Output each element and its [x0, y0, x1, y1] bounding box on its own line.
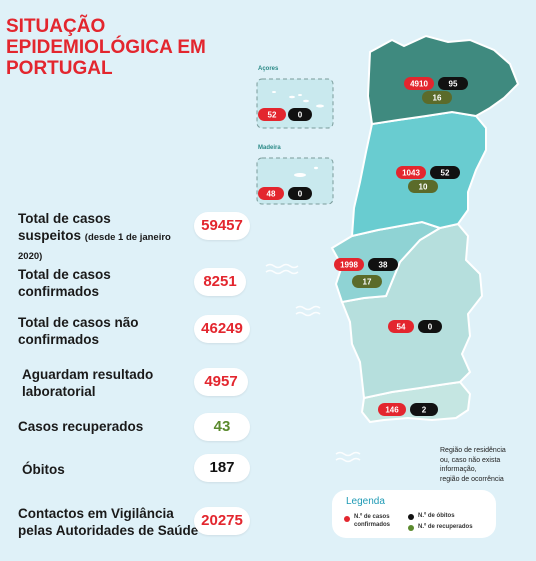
stat-suspeitos-value: 59457 — [194, 212, 250, 240]
lisboa-deaths: 38 — [379, 261, 388, 270]
stat-obitos-value: 187 — [194, 454, 250, 482]
stat-contactos-label: Contactos em Vigilância pelas Autoridade… — [18, 506, 199, 538]
lisboa-recovered: 17 — [363, 278, 372, 287]
legend: Legenda N.º de casos confirmados N.º de … — [332, 490, 496, 538]
lisboa-confirmed: 1998 — [340, 261, 358, 270]
alentejo-badges — [388, 320, 442, 333]
norte-recovered: 16 — [433, 94, 442, 103]
stat-confirmados-value: 8251 — [194, 268, 246, 296]
acores-confirmed: 52 — [268, 111, 277, 120]
lisboa-badges — [334, 258, 398, 288]
acores-islands — [272, 91, 324, 108]
region-note: Região de residência ou, caso não exista… — [440, 447, 506, 483]
legend-confirmed-dot — [344, 516, 350, 522]
madeira-deaths: 0 — [298, 190, 303, 199]
acores-badges — [258, 108, 312, 121]
madeira-confirmed: 48 — [267, 190, 276, 199]
legend-confirmed-label: N.º de casos confirmados — [354, 514, 391, 528]
centro-badges — [396, 166, 460, 193]
acores-label: Açores — [258, 66, 279, 72]
madeira-islands — [294, 166, 318, 177]
norte-badges — [404, 77, 468, 104]
madeira-badges — [258, 187, 312, 200]
alentejo-deaths: 0 — [428, 323, 433, 332]
stat-recuperados-label: Casos recuperados — [18, 419, 144, 434]
centro-recovered: 10 — [419, 183, 428, 192]
algarve-badges — [378, 403, 438, 416]
acores-deaths: 0 — [298, 111, 303, 120]
legend-deaths-label: N.º de óbitos — [418, 513, 455, 519]
centro-confirmed: 1043 — [402, 169, 420, 178]
stat-nao-confirmados-label: Total de casos não confirmados — [18, 315, 139, 347]
stat-nao-confirmados-value: 46249 — [194, 315, 250, 343]
title-line-3: PORTUGAL — [6, 58, 113, 79]
norte-confirmed: 4910 — [410, 80, 428, 89]
title-line-1: SITUAÇÃO — [6, 16, 106, 37]
legend-deaths-dot — [408, 514, 414, 520]
stat-aguardam-label: Aguardam resultado laboratorial — [22, 367, 154, 399]
page-title: SITUAÇÃO EPIDEMIOLÓGICA EM PORTUGAL — [6, 16, 226, 79]
stat-confirmados-label: Total de casos confirmados — [18, 267, 111, 299]
centro-deaths: 52 — [441, 169, 450, 178]
wave-decorations — [265, 263, 361, 463]
stat-recuperados-value: 43 — [194, 413, 250, 441]
title-line-2: EPIDEMIOLÓGICA EM — [6, 37, 206, 58]
madeira-label: Madeira — [258, 145, 281, 151]
legend-recovered-dot — [408, 525, 414, 531]
stat-contactos-value: 20275 — [194, 507, 250, 535]
legend-recovered-label: N.º de recuperados — [418, 524, 473, 530]
stat-obitos-label: Óbitos — [22, 462, 65, 477]
norte-deaths: 95 — [449, 80, 458, 89]
stat-suspeitos-label: Total de casos suspeitos (desde 1 de jan… — [18, 211, 171, 262]
legend-title: Legenda — [346, 496, 385, 507]
algarve-deaths: 2 — [422, 406, 427, 415]
stat-aguardam-value: 4957 — [194, 368, 248, 396]
algarve-confirmed: 146 — [385, 406, 399, 415]
alentejo-confirmed: 54 — [397, 323, 406, 332]
